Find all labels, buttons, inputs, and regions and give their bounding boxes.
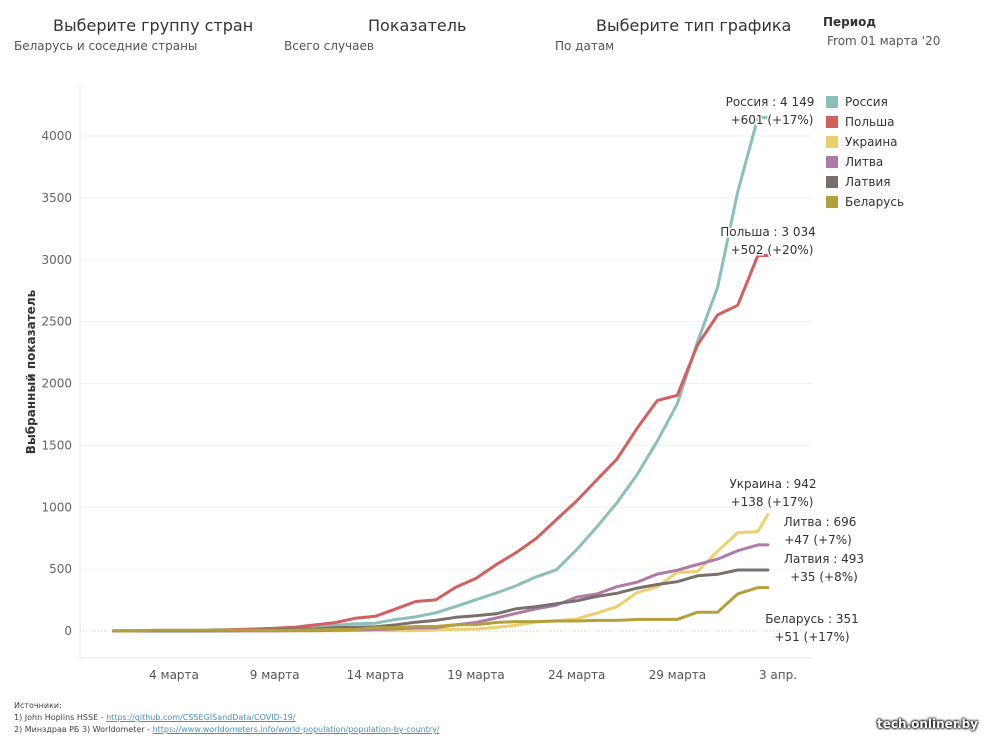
filter-chart-type-value[interactable]: По датам <box>555 39 615 53</box>
annotation-Латвия: Латвия : 493 <box>784 552 864 566</box>
y-tick-label: 4000 <box>41 129 72 143</box>
legend-item[interactable]: Литва <box>826 152 904 172</box>
source-link-worldometer[interactable]: https://www.worldometers.info/world-popu… <box>152 725 440 734</box>
y-tick-label: 0 <box>64 624 72 638</box>
legend-item[interactable]: Польша <box>826 112 904 132</box>
legend-swatch <box>826 136 838 148</box>
legend-label: Беларусь <box>845 195 905 209</box>
legend-label: Литва <box>845 155 884 169</box>
legend-label: Украина <box>845 135 898 149</box>
annotation-Беларусь: +51 (+17%) <box>774 630 849 644</box>
y-tick-label: 2500 <box>41 315 72 329</box>
watermark: tech.onliner.by <box>877 717 978 731</box>
y-tick-label: 1500 <box>41 438 72 452</box>
sources-line-1: 1) John Hoplins HSSE - https://github.co… <box>14 712 440 724</box>
legend-swatch <box>826 96 838 108</box>
x-tick-label: 3 апр. <box>759 668 797 682</box>
annotation-Беларусь: Беларусь : 351 <box>765 612 859 626</box>
y-tick-label: 2000 <box>41 377 72 391</box>
legend-label: Латвия <box>845 175 891 189</box>
filter-period-title: Период <box>823 15 877 29</box>
filter-period-value[interactable]: From 01 марта '20 <box>827 34 941 48</box>
y-axis-title: Выбранный показатель <box>24 289 38 454</box>
annotation-Россия: +601 (+17%) <box>731 113 814 127</box>
annotation-Польша: Польша : 3 034 <box>720 225 815 239</box>
y-tick-label: 1000 <box>41 500 72 514</box>
sources-line-2-prefix: 2) Минздрав РБ 3) Worldometer - <box>14 725 153 734</box>
x-tick-label: 19 марта <box>447 668 504 682</box>
legend-item[interactable]: Украина <box>826 132 904 152</box>
series-line-Россия <box>112 116 770 633</box>
legend-swatch <box>826 176 838 188</box>
annotation-Украина: +138 (+17%) <box>731 495 814 509</box>
filter-group-title: Выберите группу стран <box>53 16 254 35</box>
x-tick-label: 4 марта <box>149 668 199 682</box>
filter-group-value[interactable]: Беларусь и соседние страны <box>14 39 198 53</box>
annotation-Украина: Украина : 942 <box>729 477 816 491</box>
legend: Россия Польша Украина Литва Латвия Беларусь <box>826 92 904 212</box>
legend-swatch <box>826 156 838 168</box>
filter-metric-title: Показатель <box>368 16 467 35</box>
annotation-Литва: +47 (+7%) <box>784 533 852 547</box>
y-tick-label: 500 <box>49 562 72 576</box>
x-tick-label: 9 марта <box>250 668 300 682</box>
legend-item[interactable]: Россия <box>826 92 904 112</box>
sources: Источники: 1) John Hoplins HSSE - https:… <box>14 700 440 736</box>
annotation-Россия: Россия : 4 149 <box>726 95 815 109</box>
series-line-Беларусь <box>112 586 770 633</box>
source-link-jhu[interactable]: https://github.com/CSSEGISandData/COVID-… <box>106 713 296 722</box>
sources-line-2: 2) Минздрав РБ 3) Worldometer - https://… <box>14 724 440 736</box>
legend-item[interactable]: Латвия <box>826 172 904 192</box>
annotation-Польша: +502 (+20%) <box>731 243 814 257</box>
legend-label: Польша <box>845 115 895 129</box>
filter-metric-value[interactable]: Всего случаев <box>284 39 374 53</box>
filter-chart-type-title: Выберите тип графика <box>596 16 792 35</box>
series-line-Польша <box>112 254 770 633</box>
sources-heading: Источники: <box>14 701 62 710</box>
y-tick-label: 3000 <box>41 253 72 267</box>
x-tick-label: 14 марта <box>347 668 404 682</box>
legend-item[interactable]: Беларусь <box>826 192 904 212</box>
y-tick-label: 3500 <box>41 191 72 205</box>
annotation-Литва: Литва : 696 <box>784 515 857 529</box>
legend-swatch <box>826 116 838 128</box>
x-tick-label: 29 марта <box>649 668 706 682</box>
annotation-Латвия: +35 (+8%) <box>790 570 858 584</box>
x-tick-label: 24 марта <box>548 668 605 682</box>
sources-line-1-prefix: 1) John Hoplins HSSE - <box>14 713 107 722</box>
legend-swatch <box>826 196 838 208</box>
legend-label: Россия <box>845 95 888 109</box>
